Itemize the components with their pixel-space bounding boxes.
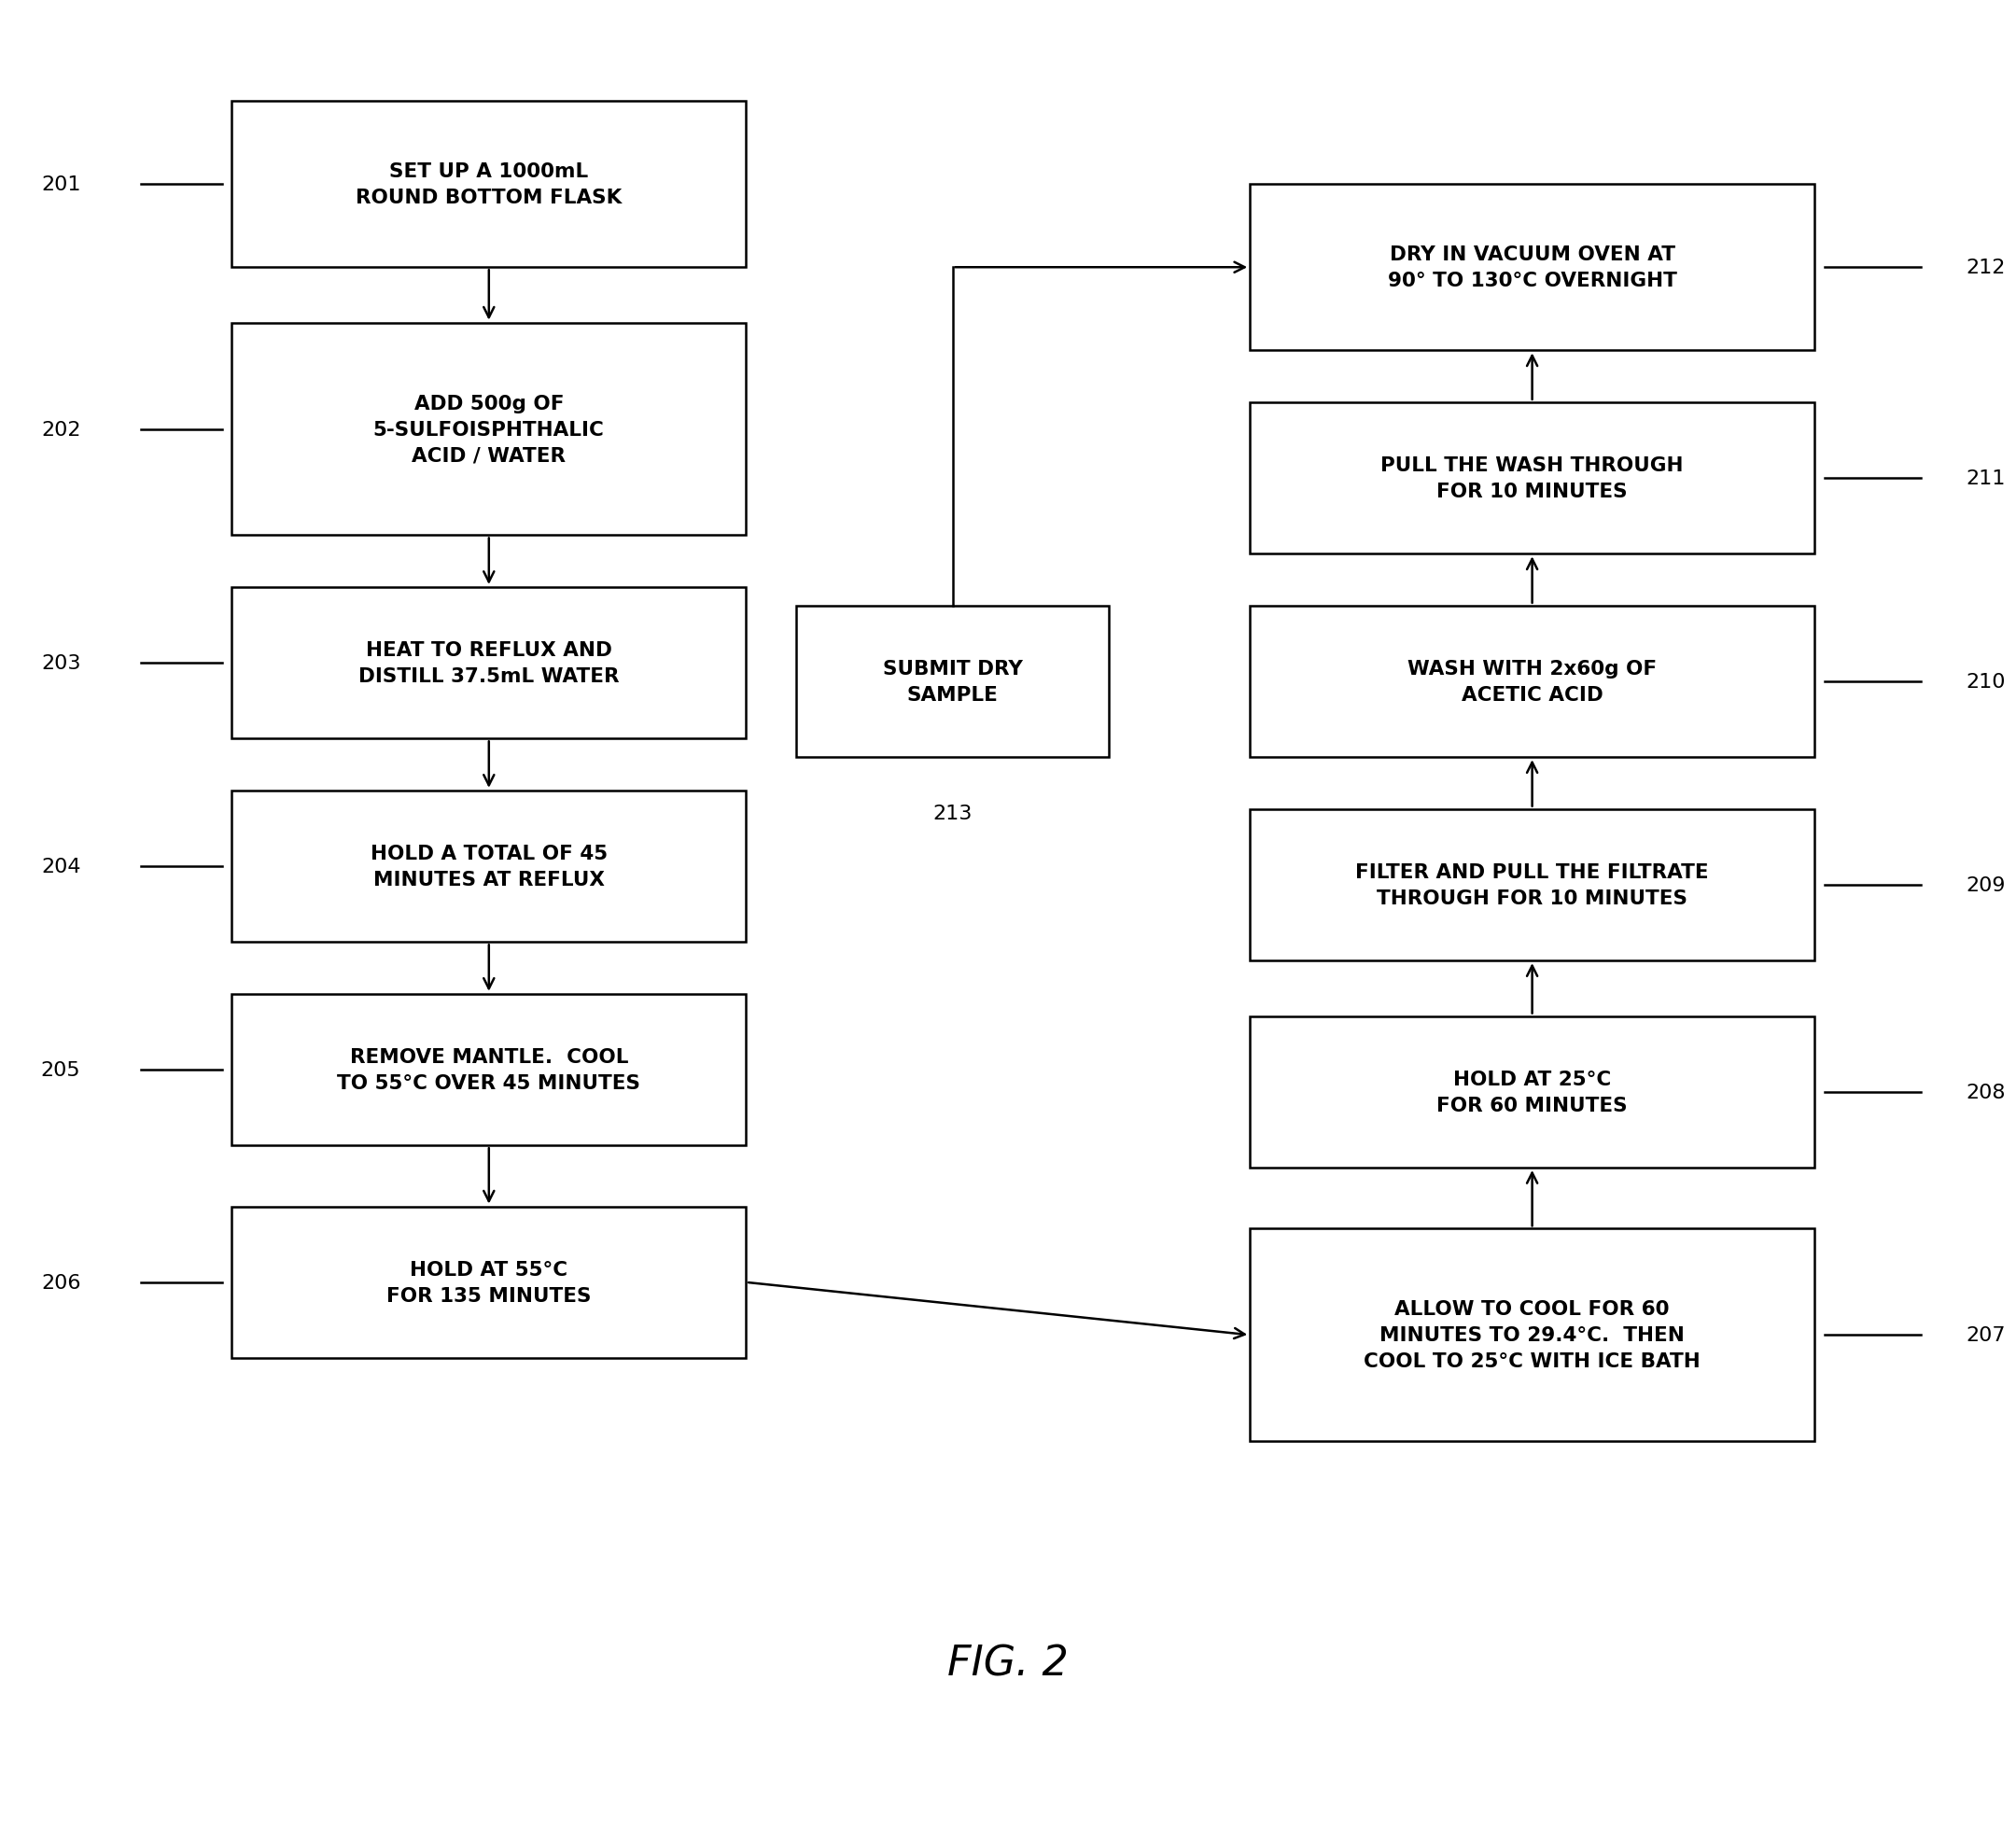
- Bar: [232, 323, 746, 536]
- Text: 208: 208: [1966, 1083, 2006, 1101]
- Bar: [1250, 809, 1814, 961]
- Text: FIG. 2: FIG. 2: [948, 1643, 1068, 1684]
- Text: REMOVE MANTLE.  COOL
TO 55°C OVER 45 MINUTES: REMOVE MANTLE. COOL TO 55°C OVER 45 MINU…: [337, 1048, 641, 1092]
- Bar: [232, 1207, 746, 1358]
- Text: 206: 206: [40, 1273, 81, 1292]
- Text: 201: 201: [40, 176, 81, 194]
- Text: HEAT TO REFLUX AND
DISTILL 37.5mL WATER: HEAT TO REFLUX AND DISTILL 37.5mL WATER: [359, 641, 619, 686]
- Text: 210: 210: [1966, 673, 2006, 691]
- Bar: [796, 606, 1109, 758]
- Text: 202: 202: [40, 419, 81, 440]
- Text: 205: 205: [40, 1061, 81, 1079]
- Text: 211: 211: [1966, 469, 2006, 488]
- Text: 204: 204: [40, 857, 81, 876]
- Text: SUBMIT DRY
SAMPLE: SUBMIT DRY SAMPLE: [883, 660, 1022, 704]
- Bar: [232, 791, 746, 942]
- Text: 207: 207: [1966, 1325, 2006, 1345]
- Text: HOLD A TOTAL OF 45
MINUTES AT REFLUX: HOLD A TOTAL OF 45 MINUTES AT REFLUX: [371, 845, 607, 889]
- Text: PULL THE WASH THROUGH
FOR 10 MINUTES: PULL THE WASH THROUGH FOR 10 MINUTES: [1381, 456, 1683, 501]
- Text: HOLD AT 25°C
FOR 60 MINUTES: HOLD AT 25°C FOR 60 MINUTES: [1437, 1070, 1627, 1114]
- Text: FILTER AND PULL THE FILTRATE
THROUGH FOR 10 MINUTES: FILTER AND PULL THE FILTRATE THROUGH FOR…: [1355, 863, 1710, 907]
- Bar: [1250, 606, 1814, 758]
- Bar: [1250, 1229, 1814, 1441]
- Bar: [1250, 1016, 1814, 1168]
- Bar: [1250, 185, 1814, 351]
- Bar: [232, 102, 746, 268]
- Bar: [232, 588, 746, 739]
- Text: DRY IN VACUUM OVEN AT
90° TO 130°C OVERNIGHT: DRY IN VACUUM OVEN AT 90° TO 130°C OVERN…: [1387, 246, 1677, 290]
- Text: ALLOW TO COOL FOR 60
MINUTES TO 29.4°C.  THEN
COOL TO 25°C WITH ICE BATH: ALLOW TO COOL FOR 60 MINUTES TO 29.4°C. …: [1363, 1299, 1702, 1371]
- Text: WASH WITH 2x60g OF
ACETIC ACID: WASH WITH 2x60g OF ACETIC ACID: [1407, 660, 1657, 704]
- Bar: [1250, 403, 1814, 554]
- Text: HOLD AT 55°C
FOR 135 MINUTES: HOLD AT 55°C FOR 135 MINUTES: [387, 1260, 591, 1305]
- Text: ADD 500g OF
5-SULFOISPHTHALIC
ACID / WATER: ADD 500g OF 5-SULFOISPHTHALIC ACID / WAT…: [373, 394, 605, 466]
- Text: 212: 212: [1966, 259, 2006, 277]
- Text: 213: 213: [933, 804, 972, 822]
- Text: SET UP A 1000mL
ROUND BOTTOM FLASK: SET UP A 1000mL ROUND BOTTOM FLASK: [355, 163, 623, 207]
- Text: 209: 209: [1966, 876, 2006, 894]
- Text: 203: 203: [40, 654, 81, 673]
- Bar: [232, 994, 746, 1146]
